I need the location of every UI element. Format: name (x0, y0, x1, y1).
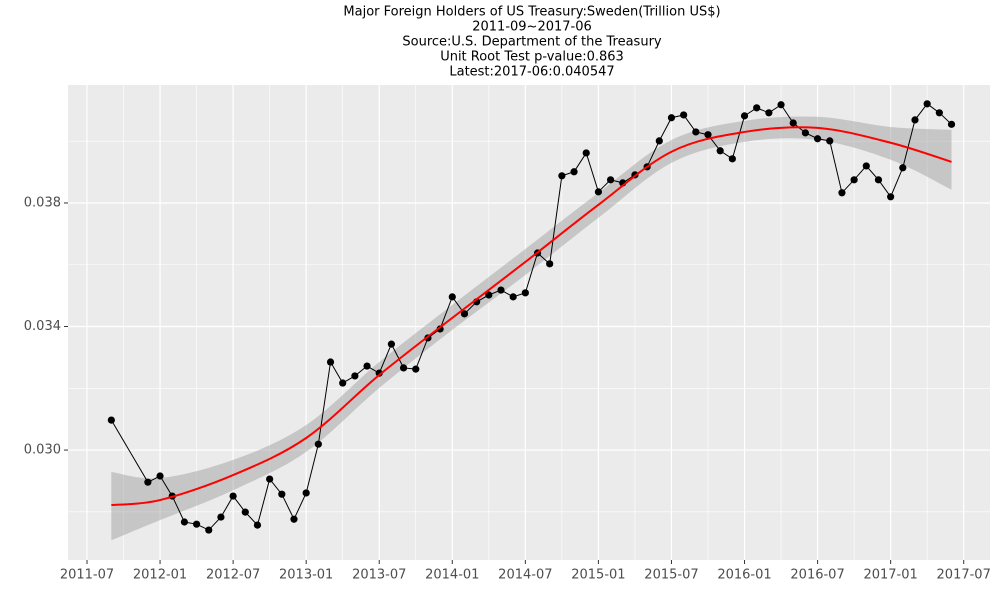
x-tick-label: 2015-07 (644, 568, 698, 583)
data-point (107, 416, 115, 424)
data-point (728, 155, 736, 163)
x-tick-label: 2017-07 (937, 568, 991, 583)
x-tick-label: 2016-01 (717, 568, 771, 583)
data-point (777, 101, 785, 109)
smooth-line (111, 126, 952, 507)
data-point (302, 489, 310, 497)
confidence-band (111, 116, 952, 541)
x-tick-label: 2012-07 (206, 568, 260, 583)
data-point (862, 162, 870, 170)
y-tick-label: 0.038 (24, 195, 61, 210)
data-point (887, 193, 895, 201)
data-point (813, 135, 822, 143)
data-point (399, 364, 408, 372)
data-point (801, 129, 810, 137)
x-tick-label: 2012-01 (133, 568, 187, 583)
x-tick-label: 2017-01 (863, 568, 917, 583)
data-point (704, 131, 712, 139)
data-point (253, 521, 262, 529)
x-tick-label: 2014-01 (425, 568, 479, 583)
data-point (278, 490, 286, 498)
data-point (558, 172, 566, 180)
y-tick-label: 0.030 (24, 443, 61, 458)
data-point (680, 111, 688, 119)
data-point (448, 293, 456, 301)
data-point (740, 112, 749, 120)
data-point (229, 492, 237, 500)
data-point (205, 526, 213, 534)
data-point (899, 164, 907, 172)
data-point (935, 109, 943, 117)
data-point (241, 508, 249, 516)
y-tick-label: 0.034 (24, 319, 61, 334)
data-point (850, 176, 858, 184)
data-point (156, 472, 164, 480)
data-point (351, 372, 359, 380)
data-point (826, 137, 834, 145)
data-point (266, 475, 274, 483)
data-point (838, 189, 846, 197)
data-point (509, 293, 517, 301)
x-tick-label: 2013-01 (279, 568, 333, 583)
data-point (606, 176, 615, 184)
data-point (217, 513, 225, 521)
subtitle: 2011-09~2017-06 (472, 20, 592, 35)
data-point (874, 176, 883, 184)
x-tick-label: 2011-07 (60, 568, 114, 583)
data-point (412, 365, 420, 373)
data-point (716, 147, 724, 155)
data-point (911, 116, 919, 124)
data-point (582, 149, 590, 157)
data-point (667, 114, 676, 122)
data-point (923, 100, 931, 108)
data-point (947, 120, 956, 128)
subtitle: Latest:2017-06:0.040547 (449, 65, 614, 80)
data-point (180, 518, 189, 526)
data-point (789, 119, 797, 127)
x-tick-label: 2013-07 (352, 568, 406, 583)
data-point (485, 291, 493, 299)
data-point (655, 137, 663, 145)
data-point (570, 168, 578, 176)
x-tick-label: 2014-07 (498, 568, 552, 583)
subtitle: Source:U.S. Department of the Treasury (402, 35, 662, 50)
data-point (765, 109, 773, 117)
data-point (497, 286, 505, 294)
data-point (363, 362, 371, 370)
data-point (460, 310, 469, 318)
chart-title: Major Foreign Holders of US Treasury:Swe… (343, 5, 720, 20)
data-point (144, 478, 152, 486)
data-point (314, 440, 322, 448)
data-point (753, 104, 761, 112)
data-point (192, 520, 201, 528)
data-point (339, 379, 347, 387)
x-tick-label: 2016-07 (790, 568, 844, 583)
subtitle: Unit Root Test p-value:0.863 (440, 50, 624, 65)
data-point (692, 128, 700, 136)
data-point (436, 325, 444, 333)
data-point (387, 340, 396, 348)
data-point (326, 358, 335, 366)
data-point (546, 260, 554, 268)
data-point (594, 188, 603, 196)
data-point (521, 289, 529, 297)
x-tick-label: 2015-01 (571, 568, 625, 583)
data-point (375, 369, 383, 377)
data-point (290, 515, 298, 523)
